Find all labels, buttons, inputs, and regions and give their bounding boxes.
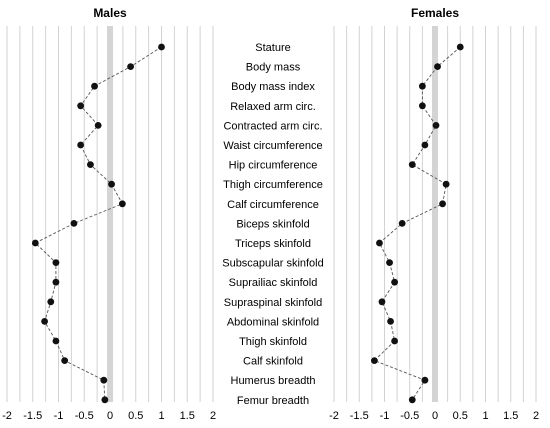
category-label: Supraspinal skinfold <box>224 297 322 309</box>
females-point <box>434 63 441 70</box>
males-point <box>52 337 60 345</box>
males-point <box>52 278 60 286</box>
males-point <box>101 396 109 404</box>
females-panel-title: Females <box>411 6 459 20</box>
males-point <box>52 259 60 266</box>
females-point <box>391 278 398 286</box>
males-x-tick-label: -1 <box>54 410 64 422</box>
males-x-tick-label: -1.5 <box>23 410 42 422</box>
females-x-tick-label: 1 <box>482 410 488 422</box>
males-x-tick-label: -2 <box>2 410 12 422</box>
females-point <box>421 141 429 149</box>
females-point <box>387 318 394 325</box>
females-point <box>408 396 416 404</box>
category-label: Calf circumference <box>227 199 319 211</box>
females-x-tick-label: 0.5 <box>453 410 468 422</box>
males-connector-line <box>34 46 162 400</box>
category-label: Thigh circumference <box>223 179 323 191</box>
males-point <box>61 357 69 364</box>
males-point <box>127 63 134 70</box>
category-label: Suprailiac skinfold <box>229 277 318 289</box>
category-label: Subscapular skinfold <box>222 258 324 270</box>
females-point <box>371 357 378 364</box>
females-x-tick-label: 2 <box>533 410 539 422</box>
females-x-tick-label: -1.5 <box>350 410 369 422</box>
males-x-tick-label: 1.5 <box>180 410 195 422</box>
females-point <box>418 82 426 90</box>
females-point <box>386 259 393 266</box>
females-zero-band <box>432 26 438 402</box>
males-point <box>108 180 115 188</box>
category-label: Body mass <box>246 62 301 74</box>
males-point <box>41 318 48 325</box>
males-point <box>70 220 78 227</box>
category-label: Biceps skinfold <box>236 218 309 230</box>
females-point <box>456 43 464 51</box>
category-label: Hip circumference <box>229 160 318 172</box>
males-point <box>77 141 85 149</box>
males-panel-title: Males <box>93 6 127 20</box>
females-x-tick-label: 0 <box>432 410 438 422</box>
category-label: Abdominal skinfold <box>227 316 319 328</box>
females-panel: Females -2 -1.5 -1 -0.5 0 0.5 1 1.5 2 <box>329 6 539 422</box>
females-point <box>421 376 429 384</box>
category-label: Relaxed arm circ. <box>230 101 316 113</box>
females-point <box>418 102 426 110</box>
males-point <box>100 376 108 384</box>
males-point <box>87 161 94 169</box>
females-point <box>408 161 416 169</box>
males-x-tick-label: 0 <box>107 410 113 422</box>
category-label: Humerus breadth <box>231 375 316 387</box>
males-panel: Males -2 -1.5 -1 -0.5 0 0.5 1 1.5 2 <box>2 6 216 422</box>
females-x-tick-label: -1 <box>380 410 390 422</box>
category-label: Body mass index <box>231 81 315 93</box>
females-x-tick-label: -0.5 <box>400 410 419 422</box>
category-label: Stature <box>255 42 290 54</box>
males-point <box>77 102 85 110</box>
males-x-tick-label: 0.5 <box>128 410 143 422</box>
females-point <box>439 200 446 208</box>
females-point <box>398 220 406 227</box>
females-point <box>378 298 386 306</box>
females-point <box>432 122 440 129</box>
males-point <box>31 239 39 247</box>
category-label: Femur breadth <box>237 395 309 407</box>
males-point <box>94 122 102 129</box>
females-x-tick-label: 1.5 <box>503 410 518 422</box>
males-zero-band <box>107 26 113 402</box>
category-label: Contracted arm circ. <box>223 120 322 132</box>
males-point <box>47 298 55 306</box>
males-point <box>158 43 165 51</box>
females-x-tick-label: -2 <box>329 410 339 422</box>
males-point <box>118 200 126 208</box>
category-label: Thigh skinfold <box>239 336 307 348</box>
females-point <box>442 180 450 188</box>
category-labels: Stature Body mass Body mass index Relaxed a… <box>222 42 324 407</box>
females-point <box>391 337 398 345</box>
category-label: Triceps skinfold <box>235 238 311 250</box>
males-x-tick-label: 2 <box>210 410 216 422</box>
males-x-tick-label: 1 <box>158 410 164 422</box>
category-label: Calf skinfold <box>243 356 303 368</box>
category-label: Waist circumference <box>223 140 322 152</box>
males-point <box>91 82 98 90</box>
males-x-tick-label: -0.5 <box>75 410 94 422</box>
females-point <box>376 239 383 247</box>
